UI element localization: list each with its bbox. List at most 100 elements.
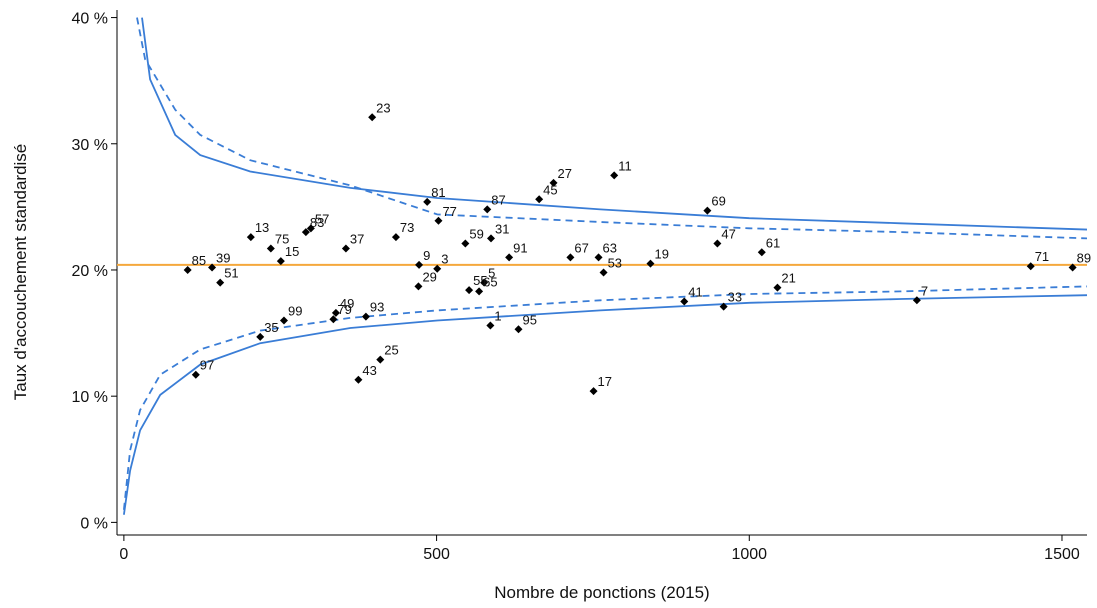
point-label: 57 [315,211,329,226]
point [434,216,443,225]
point [331,308,340,317]
point-label: 29 [422,269,436,284]
point [505,253,514,262]
point-label: 69 [711,194,725,209]
point-label: 67 [574,240,588,255]
point-label: 11 [618,158,632,173]
point [480,278,489,287]
point-label: 15 [285,244,299,259]
point-label: 33 [728,290,742,305]
point [549,178,558,187]
x-axis-label: Nombre de ponctions (2015) [494,583,709,602]
point-label: 7 [921,283,928,298]
point [256,332,265,341]
point-label: 37 [350,232,364,247]
y-tick-label: 40 % [72,11,108,28]
funnel-line [123,285,1087,510]
point [415,260,424,269]
point-label: 99 [288,303,302,318]
point-label: 95 [523,312,537,327]
point [1068,263,1077,272]
y-tick-label: 0 % [80,515,108,532]
point [266,244,275,253]
point [1026,262,1035,271]
point-label: 87 [491,192,505,207]
point [594,253,603,262]
funnel-line [123,294,1087,515]
point [208,263,217,272]
point-label: 5 [488,266,495,281]
point-label: 81 [431,185,445,200]
y-tick-label: 30 % [72,137,108,154]
point [486,234,495,243]
point [216,278,225,287]
point-label: 35 [264,320,278,335]
y-tick-label: 10 % [72,389,108,406]
point-label: 49 [340,296,354,311]
point-label: 53 [608,256,622,271]
point-label: 25 [384,343,398,358]
funnel-line [141,17,1087,231]
point-label: 39 [216,250,230,265]
point-label: 91 [513,240,527,255]
point [361,312,370,321]
point [376,355,385,364]
point-label: 41 [688,285,702,300]
point-label: 27 [558,166,572,181]
point [279,316,288,325]
point-label: 63 [603,240,617,255]
point-label: 3 [441,252,448,267]
point-label: 31 [495,221,509,236]
point-label: 9 [423,248,430,263]
point-label: 65 [483,274,497,289]
point [341,244,350,253]
point [306,224,315,233]
point [246,233,255,242]
y-axis-label: Taux d'accouchement standardisé [11,144,30,401]
point [773,283,782,292]
point-label: 21 [781,271,795,286]
plot-area [117,17,1087,515]
point-label: 43 [362,363,376,378]
point-label: 13 [255,220,269,235]
point-label: 83 [310,215,324,230]
point-label: 47 [721,226,735,241]
point-label: 93 [370,300,384,315]
x-tick-label: 1000 [731,546,767,563]
point [301,228,310,237]
point-label: 1 [494,309,501,324]
point [589,387,598,396]
point [475,287,484,296]
point [566,253,575,262]
point [433,264,442,273]
point-label: 89 [1077,250,1091,265]
point [483,205,492,214]
point [423,197,432,206]
point-label: 61 [766,235,780,250]
point [183,265,192,274]
point [719,302,728,311]
point [276,257,285,266]
point-label: 55 [473,273,487,288]
point [757,248,766,257]
point [354,375,363,384]
point [414,282,423,291]
point-label: 79 [337,302,351,317]
point-label: 97 [200,358,214,373]
point [191,370,200,379]
point-label: 17 [598,374,612,389]
point-label: 19 [654,247,668,262]
point [391,233,400,242]
point [713,239,722,248]
point [368,113,377,122]
point-label: 45 [543,182,557,197]
point-label: 59 [469,226,483,241]
x-tick-label: 0 [119,546,128,563]
point [599,268,608,277]
x-tick-label: 500 [423,546,450,563]
point [329,315,338,324]
point [535,195,544,204]
funnel-line [136,17,1087,240]
point-label: 23 [376,100,390,115]
